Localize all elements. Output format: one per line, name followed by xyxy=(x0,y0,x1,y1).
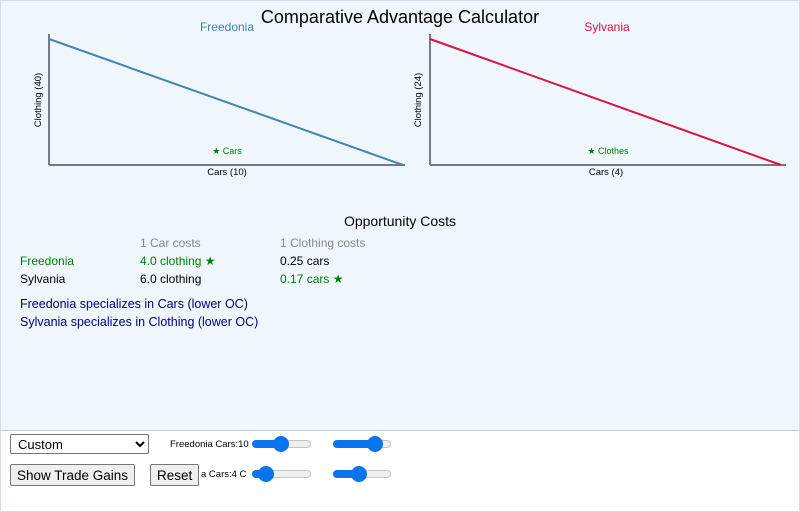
reset-button[interactable]: Reset xyxy=(150,464,200,486)
specialization-sylvania: Sylvania specializes in Clothing (lower … xyxy=(20,315,259,329)
freedonia-x-label: Cars (10) xyxy=(207,167,247,178)
ppf-charts: Freedonia ★ Cars Cars (10) Clothing (40)… xyxy=(33,20,786,178)
specialization-freedonia: Freedonia specializes in Cars (lower OC) xyxy=(20,297,248,311)
sylvania-y-label: Clothing (24) xyxy=(413,73,424,127)
sylvania-slider-label: a Cars:4 C xyxy=(201,469,247,480)
row-freedonia-car-cost: 4.0 clothing ★ xyxy=(140,254,216,268)
header-car-cost: 1 Car costs xyxy=(140,236,201,250)
sylvania-chart-title: Sylvania xyxy=(584,20,630,34)
slider-thumb[interactable] xyxy=(258,466,274,482)
freedonia-ppf-line xyxy=(48,38,404,166)
sylvania-cars-slider[interactable] xyxy=(252,466,311,482)
freedonia-cars-slider[interactable] xyxy=(252,436,311,452)
freedonia-chart: Freedonia ★ Cars Cars (10) Clothing (40) xyxy=(33,20,405,178)
slider-thumb[interactable] xyxy=(367,436,383,452)
sylvania-x-label: Cars (4) xyxy=(589,167,623,178)
page-title: Comparative Advantage Calculator xyxy=(260,7,540,27)
row-freedonia-country: Freedonia xyxy=(20,254,75,268)
opportunity-costs-title: Opportunity Costs xyxy=(343,213,457,229)
freedonia-specialty-marker: ★ Cars xyxy=(212,146,242,156)
slider-fill xyxy=(333,470,364,478)
preset-select[interactable]: Custom xyxy=(10,434,149,454)
sylvania-specialty-marker: ★ Clothes xyxy=(587,146,629,156)
freedonia-y-label: Clothing (40) xyxy=(33,73,44,127)
row-sylvania-clothing-cost: 0.17 cars ★ xyxy=(280,272,344,286)
slider-fill xyxy=(252,440,286,448)
freedonia-chart-title: Freedonia xyxy=(200,20,254,34)
row-sylvania-country: Sylvania xyxy=(20,272,66,286)
production-panel xyxy=(0,0,800,431)
sylvania-ppf-line xyxy=(429,38,782,166)
slider-fill xyxy=(333,440,381,448)
freedonia-clothing-slider[interactable] xyxy=(333,436,391,452)
show-trade-gains-button[interactable]: Show Trade Gains xyxy=(10,464,136,486)
header-clothing-cost: 1 Clothing costs xyxy=(280,236,366,250)
sylvania-chart: Sylvania ★ Clothes Cars (4) Clothing (24… xyxy=(413,20,786,178)
row-freedonia-clothing-cost: 0.25 cars xyxy=(280,254,330,268)
freedonia-slider-label: Freedonia Cars:10 xyxy=(170,439,249,450)
sylvania-clothing-slider[interactable] xyxy=(333,466,391,482)
row-sylvania-car-cost: 6.0 clothing xyxy=(140,272,202,286)
slider-thumb[interactable] xyxy=(351,466,367,482)
slider-thumb[interactable] xyxy=(273,436,289,452)
